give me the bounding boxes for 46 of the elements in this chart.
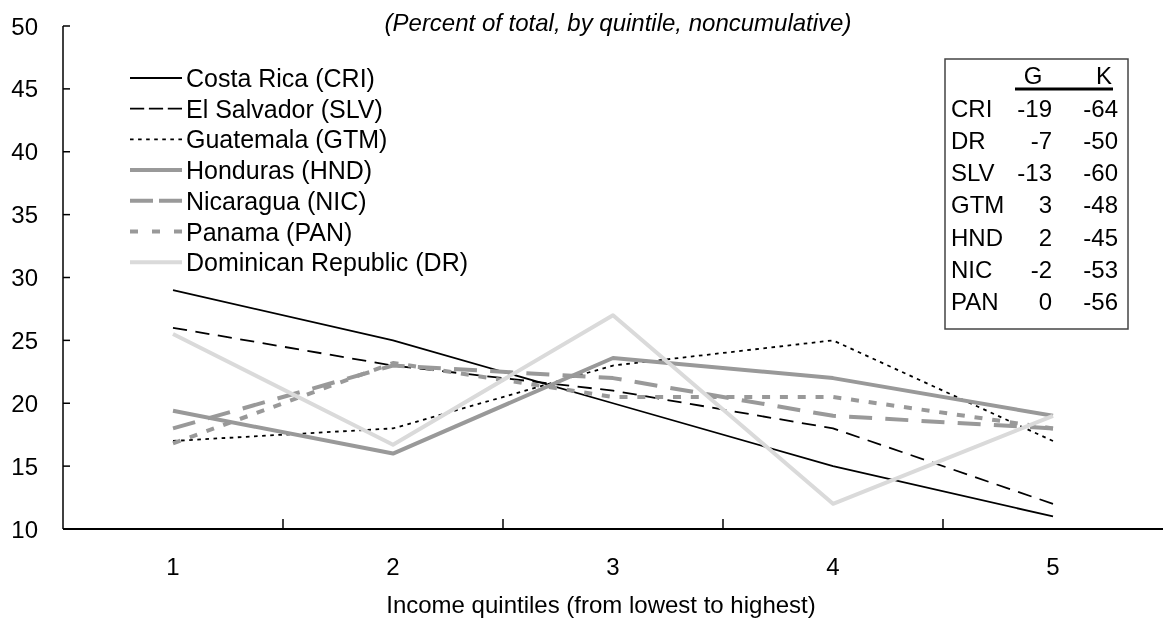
legend-label: Panama (PAN) xyxy=(186,217,353,246)
y-tick-label: 35 xyxy=(11,201,38,229)
x-tick-label: 1 xyxy=(166,552,180,580)
legend-label: El Salvador (SLV) xyxy=(186,94,383,123)
legend-label: Nicaragua (NIC) xyxy=(186,186,367,215)
text: K xyxy=(1095,61,1113,89)
legend-label: Guatemala (GTM) xyxy=(186,125,388,154)
data-label: -7 xyxy=(1030,126,1052,154)
data-label: -56 xyxy=(1083,288,1118,316)
legend-label: Costa Rica (CRI) xyxy=(186,64,375,92)
x-tick-label: 3 xyxy=(606,552,620,580)
legend-label: Dominican Republic (DR) xyxy=(186,248,469,277)
y-tick-label: 40 xyxy=(11,138,38,166)
x-tick-label: 4 xyxy=(826,552,840,580)
y-tick-label: 20 xyxy=(11,389,38,417)
data-label: -2 xyxy=(1030,256,1052,283)
y-tick-label: 45 xyxy=(11,75,38,103)
x-tick-label: 5 xyxy=(1046,552,1060,580)
data-label: -13 xyxy=(1017,159,1052,187)
data-label: -50 xyxy=(1083,126,1118,154)
y-tick-label: 10 xyxy=(11,515,38,543)
category-label: GTM xyxy=(951,191,1005,219)
category-label: SLV xyxy=(951,159,995,187)
y-tick-label: 30 xyxy=(11,264,38,291)
category-label: PAN xyxy=(951,288,999,316)
chart-subtitle: (Percent of total, by quintile, noncumulative) xyxy=(384,8,852,36)
series-label: G xyxy=(1023,61,1043,89)
x-axis-title: Income quintiles (from lowest to highest) xyxy=(386,590,816,618)
y-tick-label: 15 xyxy=(11,452,38,480)
data-label: -64 xyxy=(1083,94,1118,122)
category-label: DR xyxy=(951,126,986,154)
data-label: -60 xyxy=(1083,159,1118,187)
data-label: 2 xyxy=(1038,223,1052,251)
data-label: 3 xyxy=(1038,191,1052,219)
x-tick-label: 2 xyxy=(386,552,400,580)
category-label: HND xyxy=(951,223,1003,251)
category-label: CRI xyxy=(951,94,993,122)
data-label: -45 xyxy=(1083,223,1118,251)
data-label: 0 xyxy=(1038,288,1052,316)
category-label: NIC xyxy=(951,256,993,283)
y-tick-label: 50 xyxy=(11,12,38,40)
data-label: -48 xyxy=(1083,191,1118,219)
legend-label: Honduras (HND) xyxy=(186,156,373,185)
y-tick-label: 25 xyxy=(11,326,38,354)
data-label: -53 xyxy=(1083,256,1118,283)
data-label: -19 xyxy=(1017,94,1052,122)
